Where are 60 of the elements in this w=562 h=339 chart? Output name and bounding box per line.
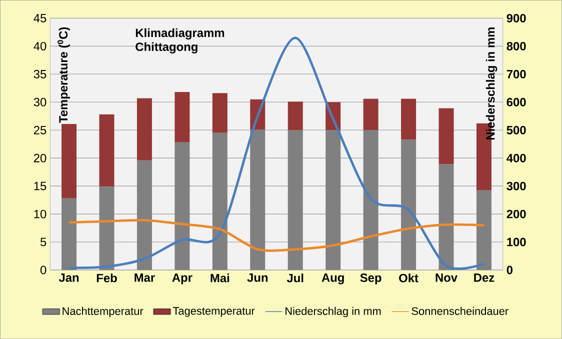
legend-label: Niederschlag in mm (286, 306, 381, 318)
x-tick-label: Sep (360, 273, 382, 284)
x-tick-label: Jun (247, 273, 268, 282)
x-tick-label: Jan (58, 273, 79, 282)
y-tick-label: 40 (34, 42, 46, 50)
y-axis-title: Temperature ($^{0}$C) (58, 27, 70, 123)
y-tick-label: 15 (34, 182, 46, 190)
y2-tick-label: 400 (506, 154, 526, 162)
bar (401, 98, 416, 140)
y2-tick-label: 200 (506, 210, 526, 218)
y-tick-label: 10 (34, 210, 46, 218)
bar (62, 198, 77, 270)
bar (326, 130, 341, 270)
bar (438, 164, 454, 270)
x-tick-label: Nov (436, 273, 458, 282)
bar (288, 130, 303, 270)
legend-label: Nachttemperatur (62, 306, 144, 318)
y-tick-label: 5 (40, 238, 46, 246)
y2-tick-label: 700 (506, 70, 526, 78)
y-tick-label: 25 (34, 126, 46, 134)
y2-tick-label: 900 (506, 14, 526, 22)
y-tick-label: 0 (40, 266, 46, 274)
bar (62, 124, 77, 198)
y2-tick-label: 0 (506, 266, 513, 274)
y-tick-label: 35 (34, 70, 46, 78)
bar (99, 186, 114, 270)
y-tick-label: 45 (34, 14, 46, 22)
y2-tick-label: 100 (507, 238, 526, 246)
bar (99, 114, 114, 187)
x-tick-label: Okt (399, 273, 418, 282)
y-tick-label: 30 (34, 98, 46, 106)
y2-tick-label: 800 (506, 42, 526, 50)
y2-tick-label: 500 (506, 126, 526, 134)
x-tick-label: Jul (286, 273, 304, 282)
bar (174, 92, 190, 142)
bar (363, 98, 378, 130)
x-tick-label: Feb (96, 273, 117, 282)
bar (250, 129, 266, 270)
x-tick-label: Dez (474, 273, 494, 282)
legend-label: Sonnenscheindauer (412, 306, 508, 315)
bar (212, 132, 228, 270)
text: Klimadiagramm Chittagong (136, 28, 224, 54)
bar (438, 108, 454, 164)
legend-label: Tagestemperatur (172, 307, 255, 317)
bar (136, 98, 152, 160)
y2-axis-title: Niederschlag in mm (486, 27, 498, 140)
x-tick-label: Mar (134, 273, 155, 282)
x-tick-label: Aug (322, 273, 344, 284)
bar (136, 160, 152, 270)
bar (174, 142, 190, 270)
y2-tick-label: 600 (506, 98, 526, 106)
x-tick-label: Mai (210, 273, 230, 282)
bar (363, 130, 378, 270)
bar (476, 190, 492, 270)
bar (212, 93, 228, 133)
y-tick-label: 20 (34, 154, 46, 162)
x-tick-label: Apr (172, 273, 192, 284)
bar (401, 140, 416, 270)
y2-tick-label: 300 (506, 182, 526, 190)
bar (288, 101, 303, 130)
